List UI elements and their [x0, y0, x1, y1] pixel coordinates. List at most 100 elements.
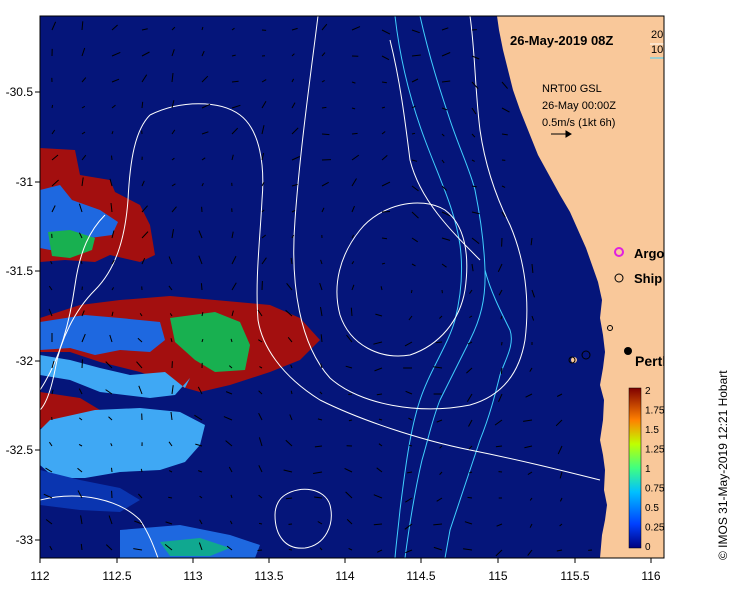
- current-vector: [111, 131, 114, 135]
- current-vector: [495, 549, 503, 557]
- current-vector: [376, 393, 383, 396]
- current-vector: [78, 388, 83, 395]
- current-vector: [111, 230, 115, 239]
- current-vector: [51, 154, 59, 161]
- isobath-200m: [404, 16, 486, 558]
- current-vector: [108, 416, 113, 421]
- current-vector: [468, 445, 473, 450]
- current-vector: [111, 78, 120, 83]
- current-vector: [471, 159, 475, 162]
- current-vector: [346, 519, 353, 525]
- current-vector: [381, 131, 386, 135]
- current-vector: [141, 257, 146, 265]
- x-tick-label: 115.5: [560, 569, 589, 583]
- current-vector: [261, 209, 265, 213]
- current-vector: [411, 105, 416, 109]
- current-vector: [195, 443, 203, 447]
- colorbar-tick-label: 0.5: [645, 503, 659, 514]
- current-vector: [471, 263, 474, 272]
- current-vector: [140, 468, 143, 473]
- current-vector: [198, 470, 203, 473]
- current-vector: [405, 390, 413, 395]
- current-vector: [441, 237, 451, 241]
- current-vector: [283, 469, 293, 473]
- current-vector: [137, 337, 143, 343]
- current-vector: [261, 152, 265, 161]
- current-vector: [45, 519, 53, 525]
- current-vector: [319, 282, 323, 291]
- current-vector: [321, 79, 325, 83]
- current-vector: [111, 287, 115, 291]
- ship-legend-label: Ship: [634, 271, 662, 286]
- current-vector: [108, 515, 113, 525]
- current-vector: [433, 366, 443, 369]
- current-vector: [201, 338, 204, 343]
- current-vector: [527, 471, 533, 476]
- current-vector: [81, 131, 86, 135]
- current-vector: [411, 211, 419, 219]
- current-vector: [168, 496, 173, 499]
- current-vector: [109, 178, 113, 187]
- current-vector: [433, 546, 443, 551]
- current-vector: [51, 104, 54, 109]
- contour-south-ring: [274, 488, 332, 549]
- contour-west-loop: [149, 103, 601, 481]
- current-vector: [374, 367, 383, 372]
- current-vector: [105, 544, 113, 551]
- current-vector: [501, 81, 508, 89]
- current-vector: [81, 47, 86, 57]
- current-vector: [228, 365, 233, 369]
- current-vector: [288, 548, 293, 551]
- current-vector: [497, 263, 503, 273]
- current-vector: [500, 315, 503, 320]
- current-vector: [319, 391, 323, 395]
- x-tick-label: 114.5: [406, 569, 435, 583]
- current-vector: [291, 102, 296, 109]
- current-vector: [471, 211, 480, 215]
- gsl-label-1: NRT00 GSL: [542, 83, 602, 95]
- current-vector: [441, 159, 445, 164]
- current-vector: [468, 419, 473, 427]
- current-vector: [381, 81, 387, 84]
- current-vector: [348, 393, 353, 395]
- current-vector: [441, 27, 449, 31]
- current-vector: [77, 467, 83, 473]
- current-vector: [291, 27, 298, 31]
- current-vector: [469, 315, 473, 318]
- current-vector: [171, 206, 177, 213]
- current-vector: [287, 336, 293, 343]
- current-vector: [351, 132, 358, 135]
- current-vector: [164, 544, 173, 551]
- current-vector: [559, 497, 563, 502]
- x-tick-label: 112: [30, 569, 49, 583]
- current-vector: [556, 393, 563, 397]
- current-vector: [141, 74, 148, 83]
- current-vector: [501, 133, 508, 136]
- current-vector: [467, 341, 473, 345]
- scale-arrow: [551, 130, 572, 138]
- current-vector: [376, 549, 383, 553]
- current-vector: [436, 419, 443, 423]
- current-vector: [345, 491, 353, 499]
- small-ship-marker: [607, 325, 613, 331]
- y-tick-label: -32: [16, 354, 34, 368]
- current-vector: [261, 257, 267, 265]
- y-tick-label: -32.5: [6, 443, 34, 457]
- current-vector: [291, 156, 301, 161]
- current-vector: [531, 315, 535, 321]
- contour-far-west: [40, 214, 106, 391]
- current-vector: [471, 81, 479, 89]
- current-vector: [441, 263, 447, 268]
- current-vector: [258, 494, 263, 499]
- current-vector: [351, 178, 357, 187]
- current-vector: [201, 182, 204, 187]
- current-vector: [139, 313, 143, 317]
- current-vector: [531, 289, 535, 298]
- current-vector: [51, 21, 57, 31]
- current-vector: [348, 547, 353, 551]
- current-vector: [201, 50, 205, 57]
- perth-markers: [568, 325, 632, 364]
- current-vector: [81, 177, 84, 187]
- current-vector: [231, 255, 237, 265]
- sea-level-contours: [40, 16, 601, 558]
